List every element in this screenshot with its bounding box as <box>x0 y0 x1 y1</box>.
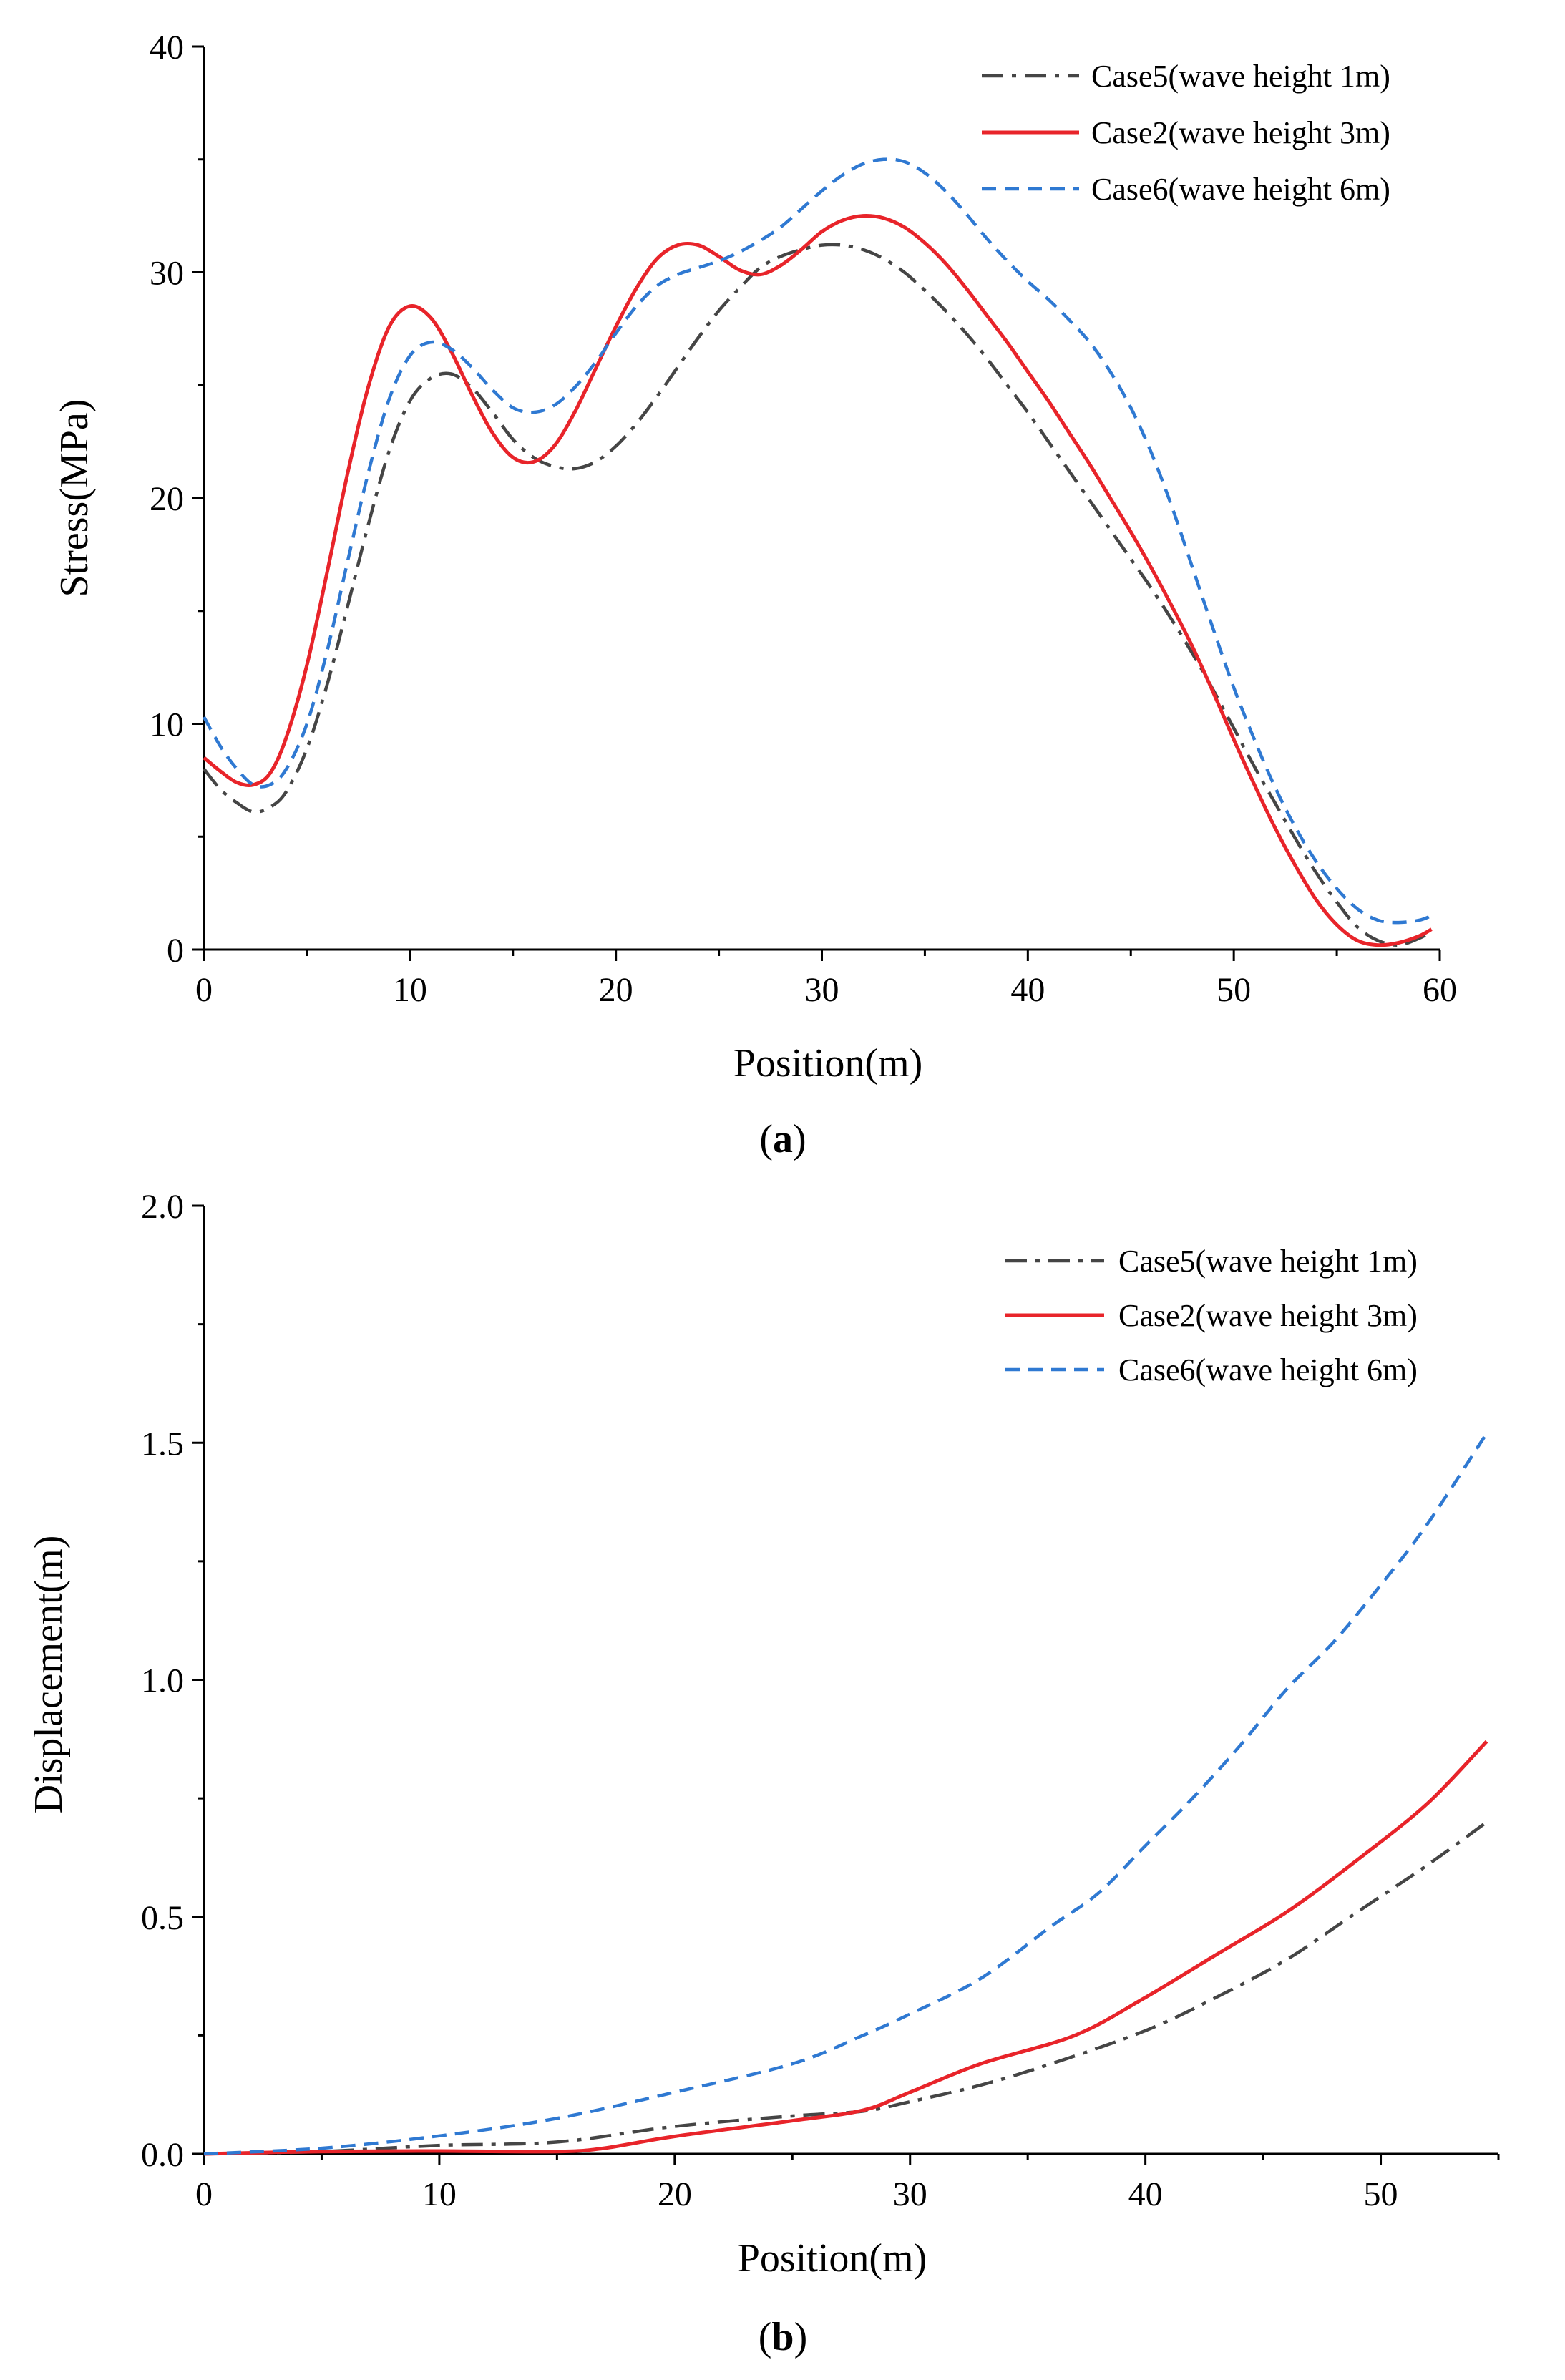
displacement-legend-label-2: Case2(wave height 3m) <box>1118 1298 1418 1333</box>
stress-x-tick-label: 10 <box>393 971 427 1009</box>
displacement-series-line-3 <box>203 1432 1488 2156</box>
displacement-x-tick-label: 0 <box>195 2175 213 2213</box>
displacement-x-tick-label: 30 <box>893 2175 927 2213</box>
stress-series-line-3 <box>203 157 1433 925</box>
displacement-y-tick-label: 0.0 <box>141 2136 184 2174</box>
stress-chart: 0 10 20 30 40 50 60 0 10 20 30 40 Case5(wave height… <box>52 29 1457 1161</box>
displacement-panel-label: (b) <box>759 2315 807 2359</box>
stress-y-tick-label: 20 <box>150 480 184 518</box>
stress-x-tick-label: 20 <box>599 971 633 1009</box>
stress-legend-label-3: Case6(wave height 6m) <box>1091 172 1390 207</box>
displacement-chart: 0 10 20 30 40 50 0.0 0.5 1.0 1.5 2.0 Case5(wave he… <box>26 1188 1500 2359</box>
stress-series-line-2 <box>203 213 1433 947</box>
displacement-x-tick-label: 50 <box>1364 2175 1398 2213</box>
stress-x-tick-label: 50 <box>1217 971 1251 1009</box>
displacement-y-tick-label: 2.0 <box>141 1188 184 1226</box>
stress-y-tick-label: 30 <box>150 255 184 293</box>
displacement-y-tick-label: 1.5 <box>141 1425 184 1463</box>
displacement-x-tick-label: 40 <box>1128 2175 1163 2213</box>
displacement-ticks: 0 10 20 30 40 50 0.0 0.5 1.0 1.5 2.0 <box>141 1188 1500 2213</box>
displacement-x-tick-label: 10 <box>422 2175 457 2213</box>
stress-legend: Case5(wave height 1m) Case2(wave height 3… <box>982 59 1390 207</box>
displacement-legend-label-3: Case6(wave height 6m) <box>1118 1352 1418 1387</box>
stress-ticks: 0 10 20 30 40 50 60 0 10 20 30 40 <box>150 29 1457 1009</box>
displacement-y-tick-label: 1.0 <box>141 1662 184 1700</box>
stress-series <box>203 157 1433 947</box>
stress-x-tick-label: 0 <box>195 971 213 1009</box>
displacement-series-line-2 <box>203 1740 1488 2156</box>
displacement-x-tick-label: 20 <box>658 2175 692 2213</box>
displacement-legend-label-1: Case5(wave height 1m) <box>1118 1244 1418 1279</box>
stress-x-tick-label: 30 <box>805 971 839 1009</box>
stress-y-tick-label: 0 <box>167 932 184 970</box>
displacement-x-axis-title: Position(m) <box>738 2236 927 2281</box>
stress-y-axis-title: Stress(MPa) <box>52 399 97 598</box>
displacement-legend: Case5(wave height 1m) Case2(wave height 3… <box>1005 1244 1418 1387</box>
displacement-series <box>203 1432 1488 2156</box>
stress-x-tick-label: 60 <box>1423 971 1457 1009</box>
stress-legend-label-1: Case5(wave height 1m) <box>1091 59 1390 94</box>
displacement-series-line-1 <box>203 1820 1488 2156</box>
stress-y-tick-label: 10 <box>150 706 184 744</box>
displacement-y-axis-title: Displacement(m) <box>26 1536 71 1814</box>
stress-panel-label: (a) <box>759 1117 806 1161</box>
stress-y-tick-label: 40 <box>150 29 184 67</box>
stress-x-axis-title: Position(m) <box>733 1041 922 1086</box>
stress-series-line-1 <box>203 243 1433 947</box>
stress-legend-label-2: Case2(wave height 3m) <box>1091 115 1390 150</box>
stress-x-tick-label: 40 <box>1010 971 1045 1009</box>
displacement-y-tick-label: 0.5 <box>141 1899 184 1937</box>
